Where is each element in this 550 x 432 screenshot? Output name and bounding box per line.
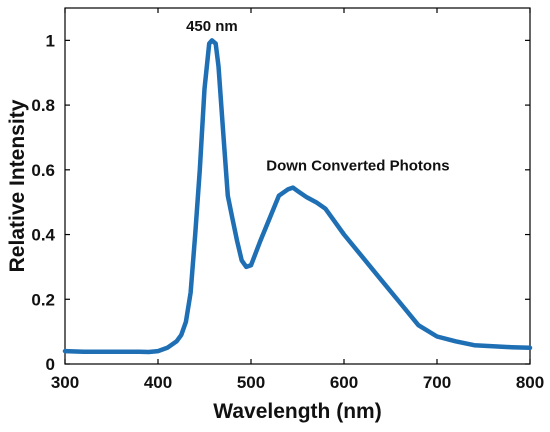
y-tick-label: 0.4 [31,226,55,245]
annotation-label: Down Converted Photons [266,157,449,174]
x-tick-label: 800 [516,373,544,392]
y-tick-label: 1 [46,31,55,50]
plot-area-frame [64,7,531,365]
y-tick-label: 0.8 [31,96,55,115]
series-line-0 [62,38,533,355]
x-axis-label: Wavelength (nm) [213,400,381,423]
y-tick-label: 0 [46,355,55,374]
x-tick-label: 600 [330,373,358,392]
annotation-layer: 450 nm Down Converted Photons [186,18,450,174]
y-tick-label: 0.6 [31,161,55,180]
annotation-label: 450 nm [186,18,238,35]
tick-marks [64,8,531,365]
y-tick-labels: 0 0.2 0.4 0.6 0.8 1 [31,31,55,374]
series-layer [62,38,533,355]
x-tick-label: 300 [51,373,79,392]
x-tick-label: 400 [144,373,172,392]
y-axis-label: Relative Intensity [6,99,29,272]
x-tick-label: 500 [237,373,265,392]
y-tick-label: 0.2 [31,290,55,309]
x-tick-label: 700 [423,373,451,392]
x-tick-labels: 300 400 500 600 700 800 [51,373,544,392]
